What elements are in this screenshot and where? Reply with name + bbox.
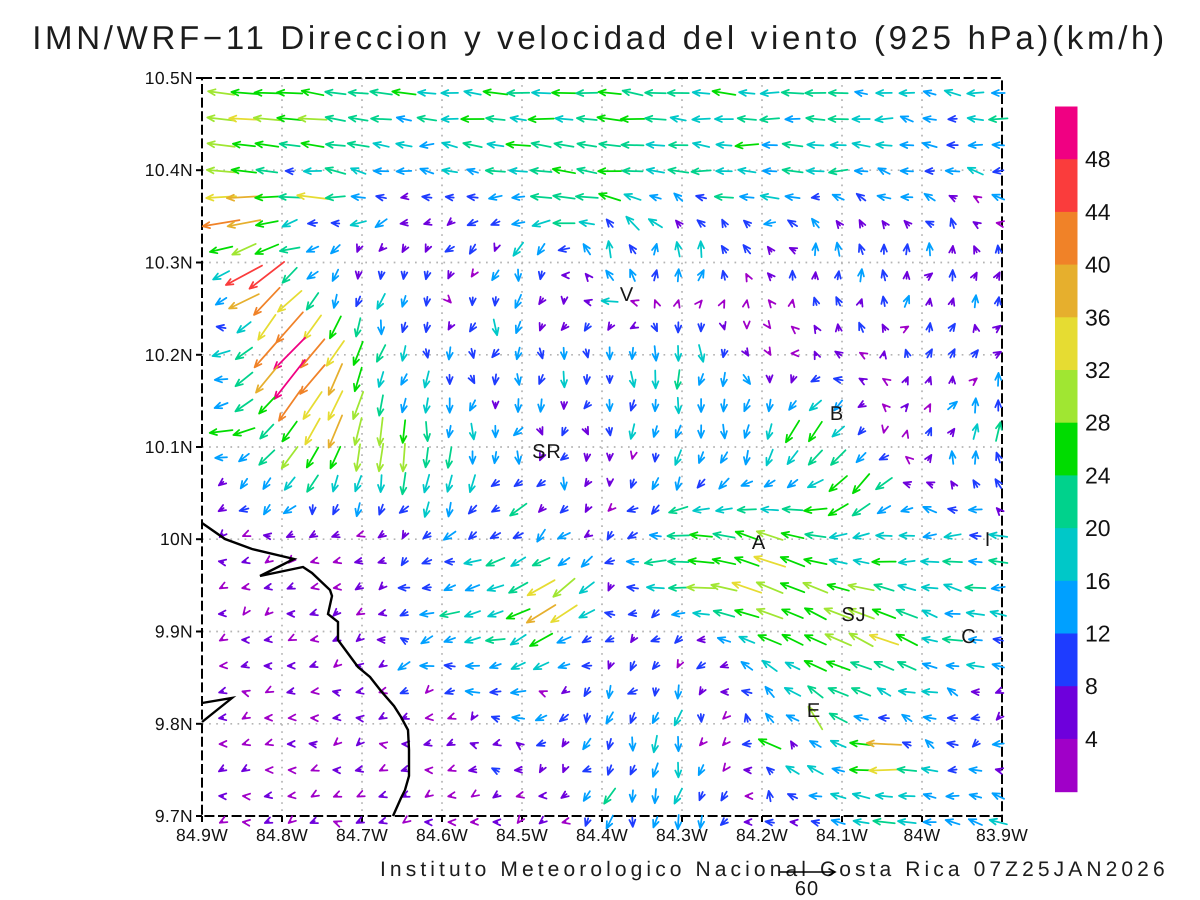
svg-text:24: 24 — [1085, 462, 1111, 488]
svg-text:28: 28 — [1085, 410, 1111, 436]
svg-text:10N: 10N — [160, 529, 193, 549]
svg-text:84.1W: 84.1W — [816, 825, 868, 845]
svg-text:60: 60 — [795, 878, 819, 900]
svg-text:84.2W: 84.2W — [736, 825, 788, 845]
svg-text:10.1N: 10.1N — [145, 437, 193, 457]
svg-text:SJ: SJ — [841, 604, 866, 626]
svg-text:9.8N: 9.8N — [155, 714, 193, 734]
svg-text:84.6W: 84.6W — [416, 825, 468, 845]
svg-text:I: I — [985, 529, 992, 551]
svg-text:10.5N: 10.5N — [145, 68, 193, 88]
svg-text:B: B — [830, 403, 844, 425]
svg-text:10.2N: 10.2N — [145, 345, 193, 365]
svg-text:V: V — [620, 284, 634, 306]
svg-text:A: A — [752, 532, 766, 554]
svg-text:40: 40 — [1085, 252, 1111, 278]
svg-text:12: 12 — [1085, 621, 1111, 647]
svg-text:48: 48 — [1085, 146, 1111, 172]
svg-text:8: 8 — [1085, 673, 1098, 699]
svg-text:Instituto Meteorologico Nacion: Instituto Meteorologico Nacional Costa R… — [380, 858, 1169, 881]
svg-text:E: E — [807, 700, 821, 722]
svg-text:83.9W: 83.9W — [976, 825, 1028, 845]
svg-text:84.5W: 84.5W — [496, 825, 548, 845]
svg-text:9.9N: 9.9N — [155, 622, 193, 642]
svg-text:32: 32 — [1085, 357, 1111, 383]
svg-text:9.7N: 9.7N — [155, 806, 193, 826]
svg-text:20: 20 — [1085, 515, 1111, 541]
svg-text:4: 4 — [1085, 726, 1098, 752]
svg-text:C: C — [961, 626, 976, 648]
svg-text:10.4N: 10.4N — [145, 160, 193, 180]
svg-text:10.3N: 10.3N — [145, 253, 193, 273]
svg-text:84.8W: 84.8W — [256, 825, 308, 845]
svg-text:IMN/WRF−11 Direccion y velocid: IMN/WRF−11 Direccion y velocidad del vie… — [32, 19, 1168, 56]
svg-text:36: 36 — [1085, 304, 1111, 330]
svg-text:84.4W: 84.4W — [576, 825, 628, 845]
svg-text:SR: SR — [532, 441, 562, 463]
svg-text:84W: 84W — [904, 825, 941, 845]
svg-text:84.3W: 84.3W — [656, 825, 708, 845]
svg-text:16: 16 — [1085, 568, 1111, 594]
svg-text:84.7W: 84.7W — [336, 825, 388, 845]
svg-text:44: 44 — [1085, 199, 1111, 225]
svg-text:84.9W: 84.9W — [176, 825, 228, 845]
